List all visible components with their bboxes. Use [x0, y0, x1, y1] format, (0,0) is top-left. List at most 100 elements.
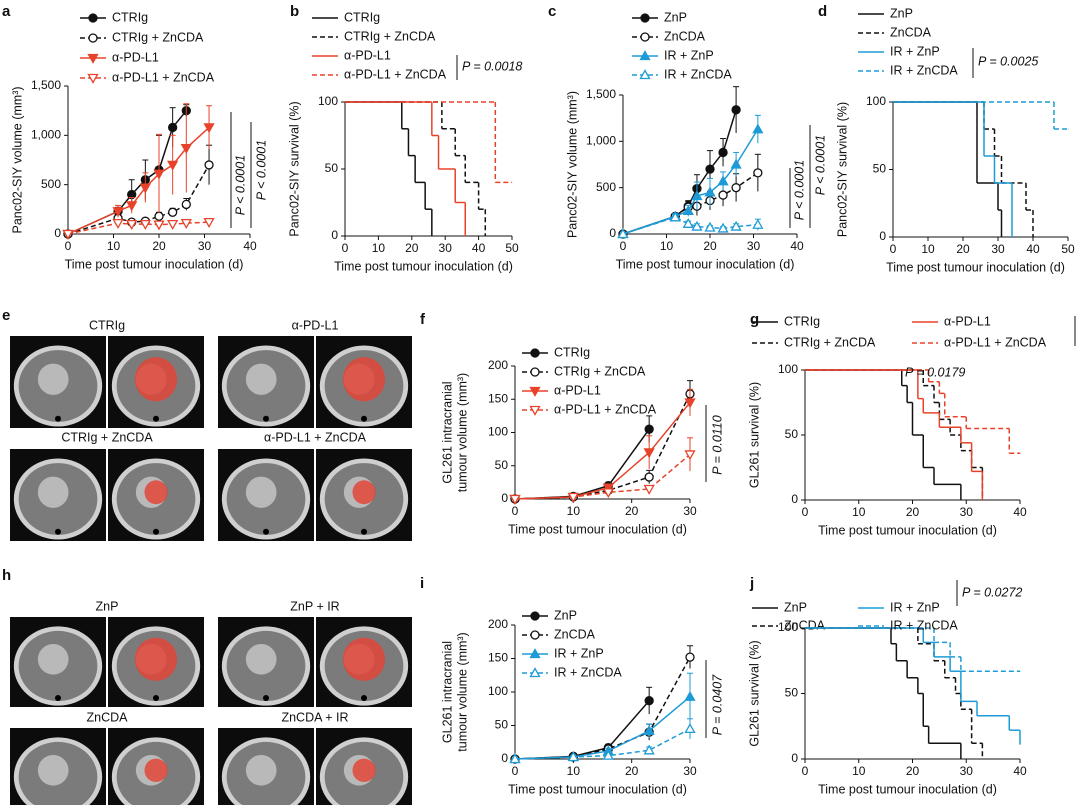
- marker: [529, 648, 541, 659]
- ct-image: [218, 449, 314, 541]
- x-tick-label: 10: [372, 241, 386, 255]
- x-tick-label: 20: [625, 764, 639, 778]
- marker: [643, 744, 655, 755]
- x-tick-label: 0: [890, 242, 897, 256]
- y-tick-label: 100: [778, 620, 798, 634]
- marker: [112, 218, 124, 229]
- marker: [602, 483, 614, 494]
- y-tick-label: 1,000: [586, 134, 616, 148]
- ct-image: [218, 617, 314, 707]
- marker: [639, 50, 651, 61]
- series-line: [514, 428, 650, 500]
- marker: [602, 488, 614, 499]
- marker: [509, 494, 521, 505]
- tumour-overlay: [342, 637, 386, 681]
- y-tick-label: 1,500: [31, 78, 61, 92]
- marker: [644, 472, 654, 482]
- legend-label: IR + ZnCDA: [664, 67, 732, 81]
- legend-label: CTRIg + ZnCDA: [112, 30, 204, 44]
- marker: [87, 53, 99, 64]
- x-tick-label: 30: [439, 241, 453, 255]
- x-tick-label: 40: [1013, 764, 1027, 778]
- legend-label: ZnP: [554, 608, 577, 622]
- y-tick-label: 50: [873, 162, 887, 176]
- marker: [644, 424, 654, 434]
- legend-label: ZnP: [664, 10, 687, 24]
- legend-label: IR + ZnCDA: [554, 665, 622, 679]
- series-line: [67, 126, 210, 235]
- y-tick-label: 0: [501, 491, 508, 505]
- y-tick-label: 100: [778, 362, 798, 376]
- x-tick-label: 20: [906, 764, 920, 778]
- legend-label: α-PD-L1 + ZnCDA: [112, 70, 215, 84]
- x-tick-label: 10: [921, 242, 935, 256]
- ct-image: [316, 617, 412, 707]
- p-value: P = 0.0272: [962, 585, 1022, 599]
- p-value: P < 0.0001: [233, 155, 247, 215]
- marker: [529, 386, 541, 397]
- series-line: [514, 453, 691, 500]
- x-tick-label: 40: [1026, 242, 1040, 256]
- y-axis-label: Panc02-SIY survival (%): [835, 102, 849, 237]
- marker: [88, 33, 98, 43]
- series-line: [514, 700, 650, 760]
- marker: [643, 448, 655, 459]
- lesion: [245, 363, 277, 395]
- y-axis-label: Panc02-SIY volume (mm³): [10, 86, 24, 233]
- x-tick-label: 20: [703, 239, 717, 253]
- midline-dot: [55, 528, 61, 535]
- x-tick-label: 50: [505, 241, 519, 255]
- marker: [204, 160, 214, 170]
- x-tick-label: 20: [152, 239, 166, 253]
- y-axis-label: GL261 survival (%): [747, 382, 761, 488]
- panel-letter: d: [818, 3, 827, 20]
- marker: [730, 220, 742, 231]
- ct-image: [108, 728, 204, 805]
- legend-label: α-PD-L1 + ZnCDA: [344, 67, 447, 81]
- marker: [180, 218, 192, 229]
- y-tick-label: 50: [325, 161, 339, 175]
- lesion: [245, 644, 277, 675]
- y-tick-label: 100: [866, 94, 886, 108]
- x-tick-label: 30: [991, 242, 1005, 256]
- lesion: [37, 476, 69, 508]
- x-axis-label: Time post tumour inoculation (d): [508, 522, 687, 536]
- x-tick-label: 10: [567, 504, 581, 518]
- legend-label: ZnCDA: [890, 25, 932, 39]
- midline-dot: [153, 695, 159, 701]
- lesion: [37, 363, 69, 395]
- p-value: P < 0.0001: [813, 135, 827, 195]
- marker: [685, 652, 695, 662]
- lesion: [245, 476, 277, 508]
- x-axis-label: Time post tumour inoculation (d): [508, 782, 687, 796]
- panel-letter: b: [290, 3, 299, 20]
- y-tick-label: 150: [488, 391, 508, 405]
- marker: [530, 611, 540, 621]
- y-axis-label: GL261 intracranial: [440, 381, 454, 483]
- x-tick-label: 10: [660, 239, 674, 253]
- marker: [718, 147, 728, 158]
- y-axis-label: GL261 intracranial: [440, 641, 454, 743]
- y-tick-label: 100: [488, 684, 508, 698]
- marker: [567, 751, 579, 762]
- y-tick-label: 100: [318, 94, 338, 108]
- ct-image: [108, 617, 204, 707]
- marker: [139, 183, 151, 194]
- midline-dot: [153, 415, 159, 422]
- marker: [684, 690, 696, 701]
- marker: [203, 218, 215, 228]
- midline-dot: [263, 528, 269, 535]
- legend-label: α-PD-L1: [344, 48, 391, 62]
- marker: [62, 229, 74, 240]
- marker: [126, 219, 138, 230]
- x-tick-label: 30: [960, 505, 974, 519]
- image-label: α-PD-L1 + ZnCDA: [264, 430, 367, 444]
- midline-dot: [361, 415, 367, 422]
- legend-label: ZnCDA: [664, 29, 706, 43]
- legend-label: IR + ZnP: [890, 600, 940, 614]
- marker: [704, 186, 716, 197]
- marker: [530, 630, 540, 640]
- y-tick-label: 50: [785, 686, 799, 700]
- ct-image: [316, 449, 412, 541]
